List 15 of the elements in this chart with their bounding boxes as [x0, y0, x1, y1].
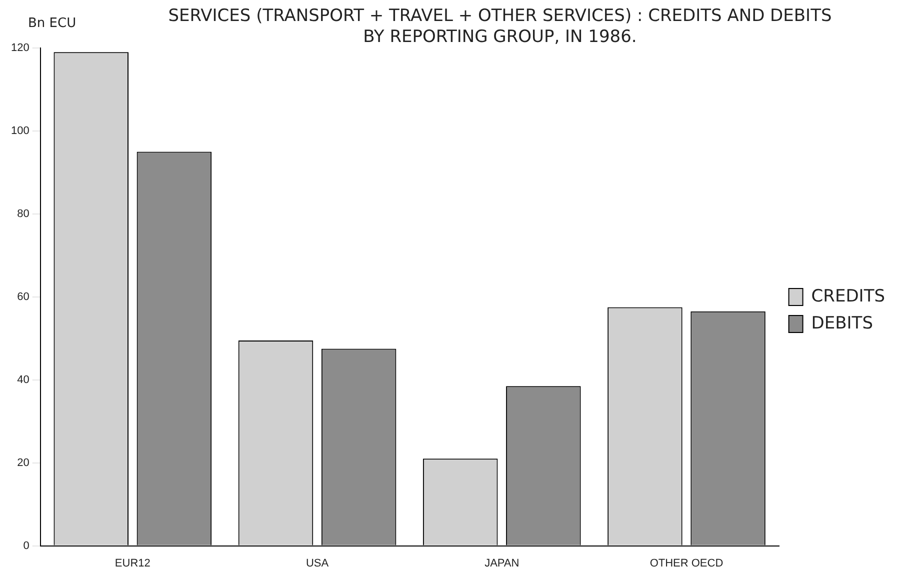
y-tick-label: 0 [23, 540, 30, 552]
x-tick-label: EUR12 [114, 557, 150, 570]
legend-label: CREDITS [811, 286, 885, 306]
y-tick-label: 80 [17, 208, 30, 220]
y-tick-label: 100 [10, 125, 30, 137]
y-tick-label: 40 [17, 374, 30, 386]
legend-label: DEBITS [811, 313, 873, 334]
y-tick-label: 60 [17, 290, 30, 303]
x-tick-label: JAPAN [484, 557, 520, 570]
x-tick-label: USA [306, 557, 330, 570]
x-tick-label: OTHER OECD [650, 557, 724, 570]
chart-title: SERVICES (TRANSPORT + TRAVEL + OTHER SERVICES) : CREDITS AND DEBITS BY REPORTING GROUP, IN 1986. [167, 6, 833, 48]
y-tick-label: 20 [17, 456, 30, 469]
y-tick-label: 120 [10, 42, 30, 54]
y-axis-title: Bn ECU [28, 16, 76, 31]
